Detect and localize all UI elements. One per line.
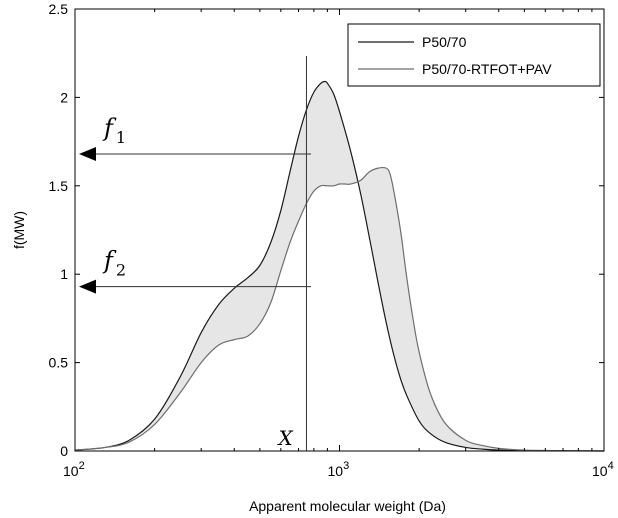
x-tick-label: 102 [63,460,85,479]
annotation-arrow-head-1 [79,146,96,161]
x-tick-label: 104 [592,460,614,479]
series-layer [74,80,605,452]
legend-box [347,23,601,87]
series-line-1 [74,80,605,452]
y-axis-label: f(MW) [11,211,27,249]
y-tick-label: 0 [60,443,68,459]
y-tick-label: 1 [60,266,68,282]
legend-label-2: P50/70-RTFOT+PAV [422,61,552,77]
legend: P50/70 P50/70-RTFOT+PAV [347,23,601,87]
series-line-2 [74,166,605,452]
x-tick-exponent: 4 [608,460,614,472]
annotation-arrow-head-2 [79,279,96,294]
y-tick-label: 2.5 [49,1,69,17]
x-tick-exponent: 3 [343,460,349,472]
annotation-subscript-2: 2 [116,261,126,280]
x-tick-label: 103 [328,460,350,479]
reference-line-label: X [276,426,293,450]
axes-layer: 0 0.5 1 1.5 2 2.5 102 103 104 Apparent molecular … [11,1,614,514]
fill-between-area [75,81,604,451]
y-tick-label: 0.5 [49,355,69,371]
x-axis-label: Apparent molecular weight (Da) [249,498,446,514]
x-tick-exponent: 2 [79,460,85,472]
fill-between-layer [75,81,604,451]
y-tick-label: 2 [60,89,68,105]
legend-label-1: P50/70 [422,34,467,50]
annotation-subscript-1: 1 [116,128,126,147]
y-tick-label: 1.5 [49,178,69,194]
